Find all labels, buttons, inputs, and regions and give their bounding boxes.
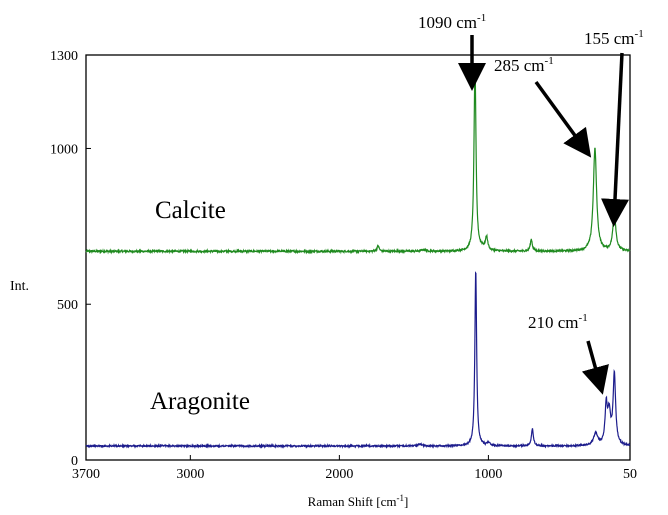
series-label-calcite: Calcite [155,197,226,224]
annotation-210-arrow [588,341,601,388]
x-tick-label: 1000 [474,467,502,482]
y-tick-label: 0 [71,454,78,469]
x-tick-label: 3000 [176,467,204,482]
series-line-calcite [86,66,630,253]
y-tick-label: 500 [57,298,78,313]
x-tick-label: 50 [623,467,637,482]
annotation-155-label: 155 cm-1 [584,28,644,48]
x-tick-label: 2000 [325,467,353,482]
annotation-285-label: 285 cm-1 [494,55,554,75]
y-tick-label: 1000 [50,142,78,157]
annotation-155-arrow [614,53,622,220]
x-tick-label: 3700 [72,467,100,482]
annotation-210-label: 210 cm-1 [528,312,588,332]
series-label-aragonite: Aragonite [150,388,250,415]
annotation-285-arrow [536,82,587,152]
y-tick-label: 1300 [50,49,78,64]
x-axis-ticks: 3700 3000 2000 1000 50 [72,455,637,482]
y-axis-ticks: 0 500 1000 1300 [50,49,91,469]
x-axis-label: Raman Shift [cm-1] [308,493,409,509]
series-line-aragonite [86,273,630,447]
annotation-1090-label: 1090 cm-1 [418,12,486,32]
y-axis-label: Int. [10,279,29,294]
